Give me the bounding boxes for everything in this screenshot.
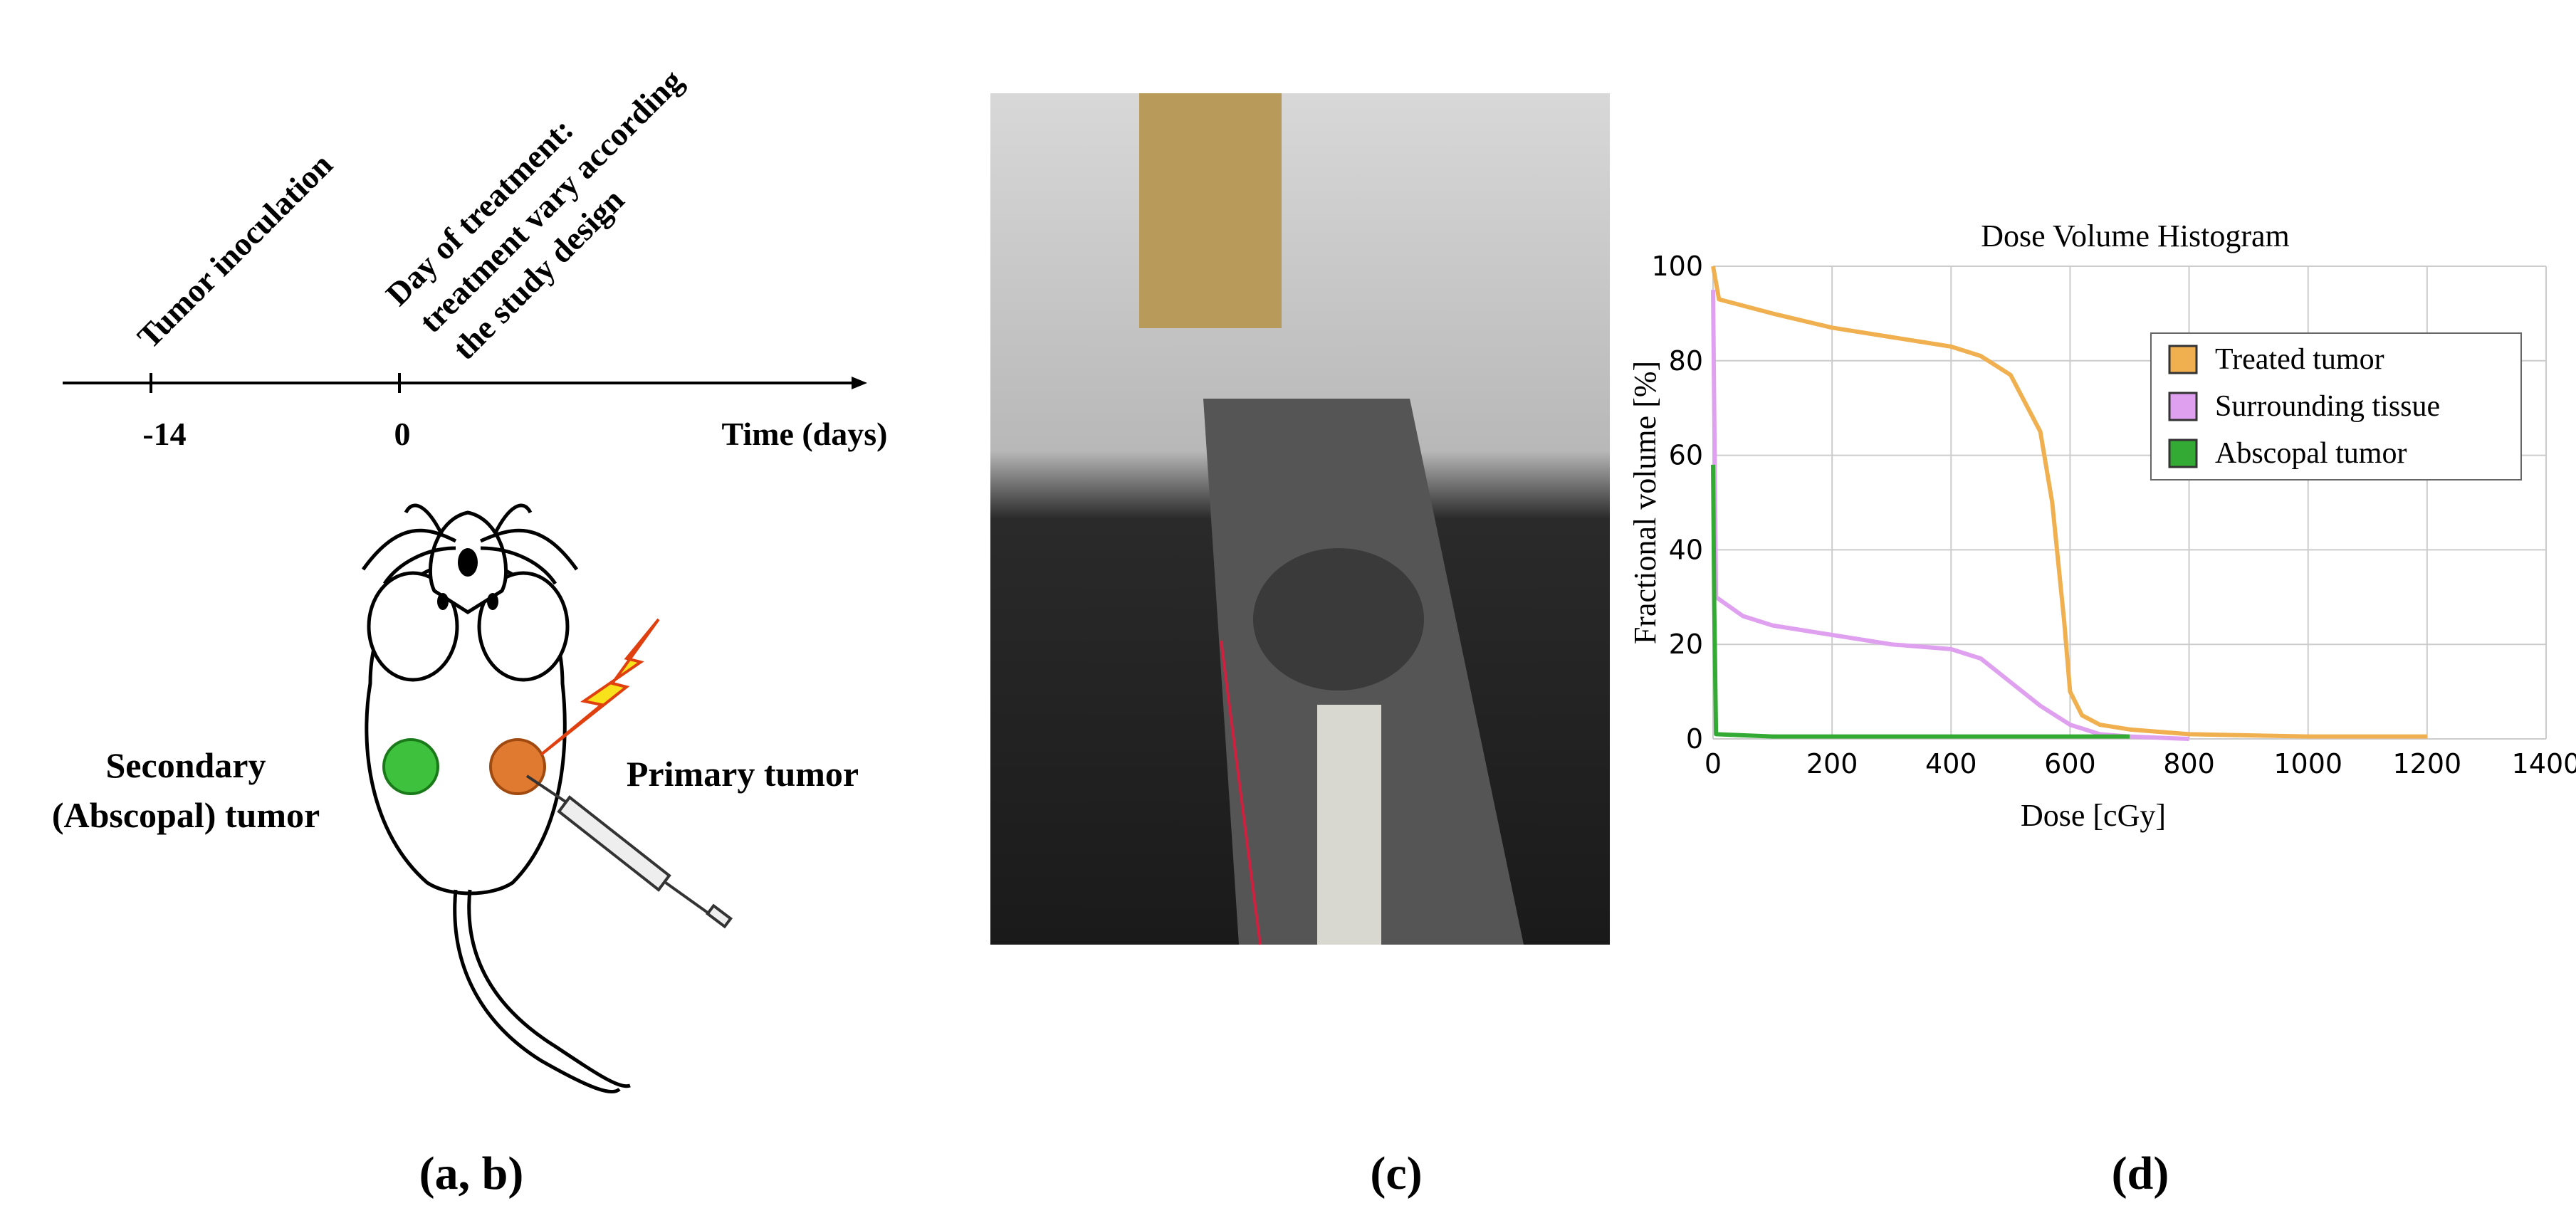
y-tick-label: 0 xyxy=(1686,723,1703,755)
abscopal-tumor xyxy=(382,738,439,795)
legend-label: Treated tumor xyxy=(2215,343,2384,376)
secondary-label: Secondary xyxy=(106,745,266,785)
x-axis-label: Dose [cGy] xyxy=(2021,798,2166,833)
event-label: treatment vary according xyxy=(412,63,690,340)
secondary-label: (Abscopal) tumor xyxy=(52,795,320,835)
mouse-outline xyxy=(361,503,631,1094)
data-line xyxy=(1711,464,2130,739)
panel-labels: (a, b) (c) (d) xyxy=(419,1148,2169,1199)
data-line xyxy=(1711,266,2427,739)
legend-swatch xyxy=(2168,439,2198,468)
timeline-axis-label: Time (days) xyxy=(722,416,888,452)
chart: Dose Volume Histogram Dose [cGy] Fractio… xyxy=(1628,219,2576,833)
legend-label: Surrounding tissue xyxy=(2215,390,2440,423)
chart-title: Dose Volume Histogram xyxy=(1981,219,2289,253)
timeline-arrow xyxy=(852,377,867,389)
timeline-tick-label: -14 xyxy=(142,416,186,452)
panel-label: (a, b) xyxy=(419,1148,524,1199)
radiation-bolt xyxy=(540,618,660,756)
x-tick-label: 200 xyxy=(1806,748,1858,779)
legend-swatch xyxy=(2168,345,2198,374)
x-tick-label: 800 xyxy=(2163,748,2215,779)
timeline-labels: Tumor inoculation Day of treatment: trea… xyxy=(130,63,887,452)
y-tick-label: 20 xyxy=(1669,629,1703,660)
mouse-eye xyxy=(437,593,449,610)
syringe xyxy=(525,774,733,929)
mouse-nose xyxy=(458,548,478,577)
event-label: Tumor inoculation xyxy=(130,146,340,355)
data-line xyxy=(1711,290,2189,741)
x-tick-label: 1000 xyxy=(2273,748,2342,779)
mouse-eye xyxy=(487,593,498,610)
legend-box xyxy=(2150,332,2522,481)
x-tick-label: 600 xyxy=(2044,748,2096,779)
x-tick-label: 0 xyxy=(1705,748,1722,779)
panel-label: (d) xyxy=(2112,1148,2169,1199)
photo xyxy=(990,93,1610,945)
legend-label: Abscopal tumor xyxy=(2215,437,2407,470)
x-tick-label: 1200 xyxy=(2392,748,2461,779)
diagram-labels: Secondary (Abscopal) tumor Primary tumor xyxy=(52,745,859,835)
y-tick-label: 40 xyxy=(1669,534,1703,565)
primary-tumor xyxy=(489,738,546,795)
timeline-tick-label: 0 xyxy=(394,416,411,452)
y-axis-label: Fractional volume [%] xyxy=(1628,361,1663,644)
x-tick-label: 1400 xyxy=(2512,748,2576,779)
legend-swatch xyxy=(2168,392,2198,421)
y-tick-label: 100 xyxy=(1651,251,1703,282)
x-tick-label: 400 xyxy=(1925,748,1977,779)
panel-label: (c) xyxy=(1370,1148,1422,1199)
y-tick-label: 60 xyxy=(1669,440,1703,471)
primary-label: Primary tumor xyxy=(627,754,859,794)
y-tick-label: 80 xyxy=(1669,345,1703,377)
